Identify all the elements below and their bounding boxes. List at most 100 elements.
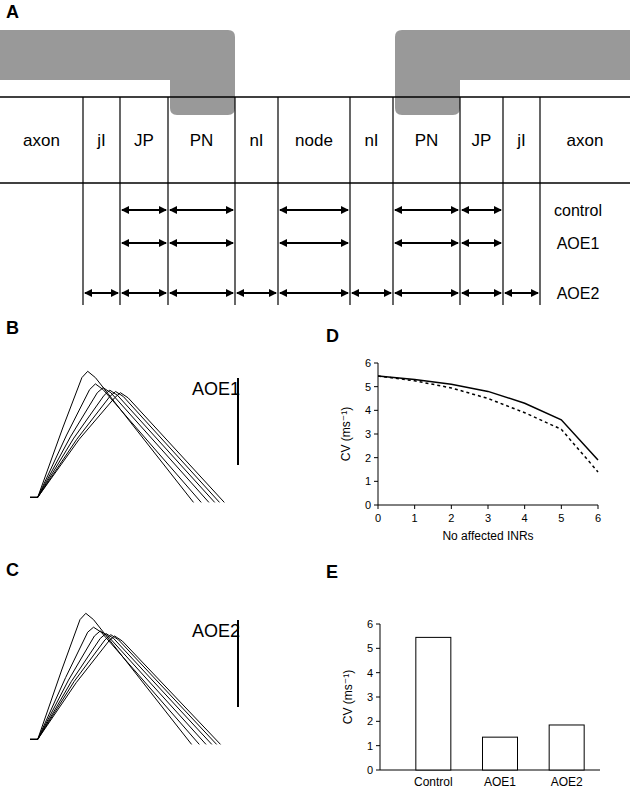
scale-bar [237, 378, 239, 465]
span-arrow [395, 242, 458, 244]
y-tick [376, 697, 380, 698]
panel-label: E [326, 562, 338, 582]
x-tick-label: 3 [485, 512, 491, 524]
annotation: AOE2 [192, 621, 240, 641]
y-tick [376, 624, 380, 625]
trace [30, 631, 206, 744]
boundary-line [119, 97, 120, 305]
boundary-line [349, 97, 350, 305]
region-label: axon [23, 131, 60, 150]
y-tick-label: 1 [365, 475, 371, 487]
x-tick [598, 505, 599, 509]
x-tick [524, 505, 525, 509]
bar [549, 725, 584, 770]
region-label: PN [190, 131, 214, 150]
x-tick-label: AOE2 [551, 775, 583, 789]
row-label: control [554, 202, 602, 219]
series-line [378, 376, 598, 460]
y-tick [376, 672, 380, 673]
region-label: nI [249, 131, 263, 150]
trace [30, 627, 199, 744]
region-label: jI [516, 131, 526, 150]
trace [30, 392, 220, 503]
y-tick-label: 6 [365, 357, 371, 369]
y-tick [376, 648, 380, 649]
x-tick-label: Control [414, 775, 453, 789]
span-arrow [462, 292, 501, 294]
myelin-left [0, 30, 235, 115]
trace [30, 613, 192, 744]
boundary-line [539, 97, 540, 305]
y-axis-label: CV (ms⁻¹) [341, 670, 355, 724]
y-tick [374, 363, 378, 364]
bar [483, 737, 518, 770]
span-arrow [462, 209, 501, 211]
y-tick [374, 481, 378, 482]
x-tick-label: 5 [558, 512, 564, 524]
plot-area [378, 376, 598, 472]
x-tick-label: 0 [375, 512, 381, 524]
span-arrow [352, 292, 391, 294]
boundary-line [502, 97, 503, 305]
trace [30, 634, 212, 745]
trace [30, 390, 215, 502]
trace [30, 388, 209, 503]
x-tick-label: 4 [522, 512, 528, 524]
scale-bar [237, 620, 239, 707]
boundary-line [459, 97, 460, 305]
figure: AaxonjIJPPNnInodenIPNJPjIaxoncontrolAOE1… [0, 0, 630, 797]
region-label: JP [472, 131, 492, 150]
x-tick-label: 1 [412, 512, 418, 524]
y-tick [374, 386, 378, 387]
row-label: AOE2 [557, 285, 600, 302]
y-tick-label: 2 [367, 715, 373, 727]
series-line [378, 376, 598, 472]
panel-label: B [6, 318, 19, 338]
bar [416, 637, 451, 770]
span-arrow [85, 292, 118, 294]
region-label: jI [96, 131, 106, 150]
y-tick [374, 410, 378, 411]
y-tick-label: 3 [365, 428, 371, 440]
y-tick-label: 6 [367, 618, 373, 630]
y-tick [376, 745, 380, 746]
region-label: PN [415, 131, 439, 150]
span-arrow [280, 242, 348, 244]
y-tick [374, 434, 378, 435]
span-arrow [280, 292, 348, 294]
span-arrow [462, 242, 501, 244]
span-arrow [170, 209, 233, 211]
annotation: AOE1 [192, 379, 240, 399]
span-arrow [170, 292, 233, 294]
x-tick-label: 6 [595, 512, 601, 524]
x-tick-label: AOE1 [484, 775, 516, 789]
y-tick [374, 505, 378, 506]
row-line [0, 182, 630, 184]
span-arrow [395, 209, 458, 211]
boundary-line [277, 97, 278, 305]
x-tick [414, 505, 415, 509]
y-tick-label: 5 [365, 381, 371, 393]
x-tick [488, 505, 489, 509]
trace [30, 393, 224, 503]
trace [30, 636, 221, 744]
x-tick-label: 2 [448, 512, 454, 524]
y-tick-label: 0 [367, 764, 373, 776]
y-tick-label: 4 [367, 667, 373, 679]
boundary-line [392, 97, 393, 305]
x-axis-label: No affected INRs [442, 529, 533, 543]
y-tick [376, 721, 380, 722]
boundary-line [82, 97, 83, 305]
region-label: JP [134, 131, 154, 150]
row-line [0, 96, 630, 98]
y-tick-label: 2 [365, 452, 371, 464]
region-label: nI [364, 131, 378, 150]
x-tick [561, 505, 562, 509]
span-arrow [122, 209, 166, 211]
y-tick-label: 5 [367, 642, 373, 654]
span-arrow [280, 209, 348, 211]
trace [30, 384, 201, 503]
span-arrow [395, 292, 458, 294]
y-tick-label: 4 [365, 404, 371, 416]
plot-area [416, 637, 584, 770]
